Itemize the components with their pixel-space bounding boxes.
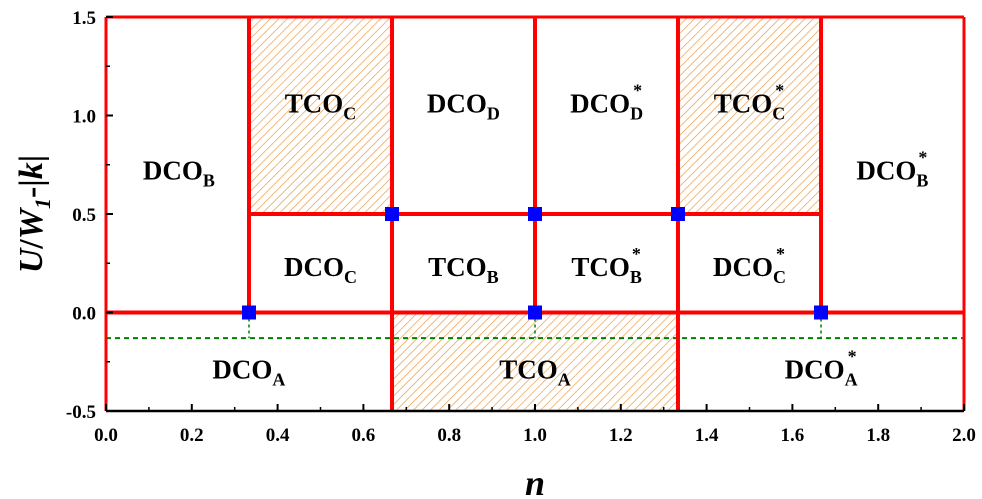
x-axis-title: n <box>525 463 545 499</box>
critical-point-2 <box>528 207 542 221</box>
x-tick-label: 1.4 <box>695 425 719 446</box>
x-tick-label: 0.2 <box>180 425 204 446</box>
x-tick-label: 1.6 <box>781 425 805 446</box>
x-tick-label: 2.0 <box>952 425 976 446</box>
y-tick-label: 0.0 <box>72 304 96 325</box>
critical-point-1 <box>385 207 400 221</box>
x-tick-label: 1.0 <box>523 425 547 446</box>
critical-point-4 <box>528 305 542 320</box>
region-label-dco-c: DCOC <box>284 252 357 287</box>
region-label-tco-b: TCOB <box>428 252 499 287</box>
critical-point-5 <box>814 305 829 320</box>
y-tick-label: 1.5 <box>72 8 96 29</box>
region-label-dco-b: DCOB <box>143 156 215 191</box>
y-tick-label: 0.5 <box>72 205 96 226</box>
critical-point-0 <box>241 305 256 320</box>
hatched-region-1 <box>677 17 822 214</box>
y-tick-label: -0.5 <box>66 402 96 423</box>
region-label-dco-d-star: DCOD* <box>570 81 643 124</box>
x-tick-label: 1.2 <box>609 425 633 446</box>
hatched-region-0 <box>248 17 393 214</box>
y-axis-title: U/W1-|k| <box>13 155 55 274</box>
hatched-region-2 <box>392 312 678 411</box>
region-label-tco-c-star: TCOC* <box>714 81 786 124</box>
region-label-tco-b-star: TCOB* <box>571 244 642 287</box>
x-tick-label: 0.4 <box>266 425 290 446</box>
region-label-dco-c-star: DCOC* <box>713 244 786 287</box>
x-tick-label: 0.0 <box>94 425 118 446</box>
x-tick-label: 0.6 <box>352 425 376 446</box>
region-label-dco-a: DCOA <box>212 355 285 390</box>
region-label-tco-c: TCOC <box>285 89 357 124</box>
x-tick-label: 1.8 <box>866 425 890 446</box>
region-label-dco-b-star: DCOB* <box>856 148 928 191</box>
region-label-tco-a: TCOA <box>499 355 571 390</box>
region-label-dco-d: DCOD <box>427 89 500 124</box>
critical-point-3 <box>670 207 685 221</box>
x-tick-label: 0.8 <box>437 425 461 446</box>
region-label-dco-a-star: DCOA* <box>785 347 858 390</box>
y-tick-label: 1.0 <box>72 107 96 128</box>
